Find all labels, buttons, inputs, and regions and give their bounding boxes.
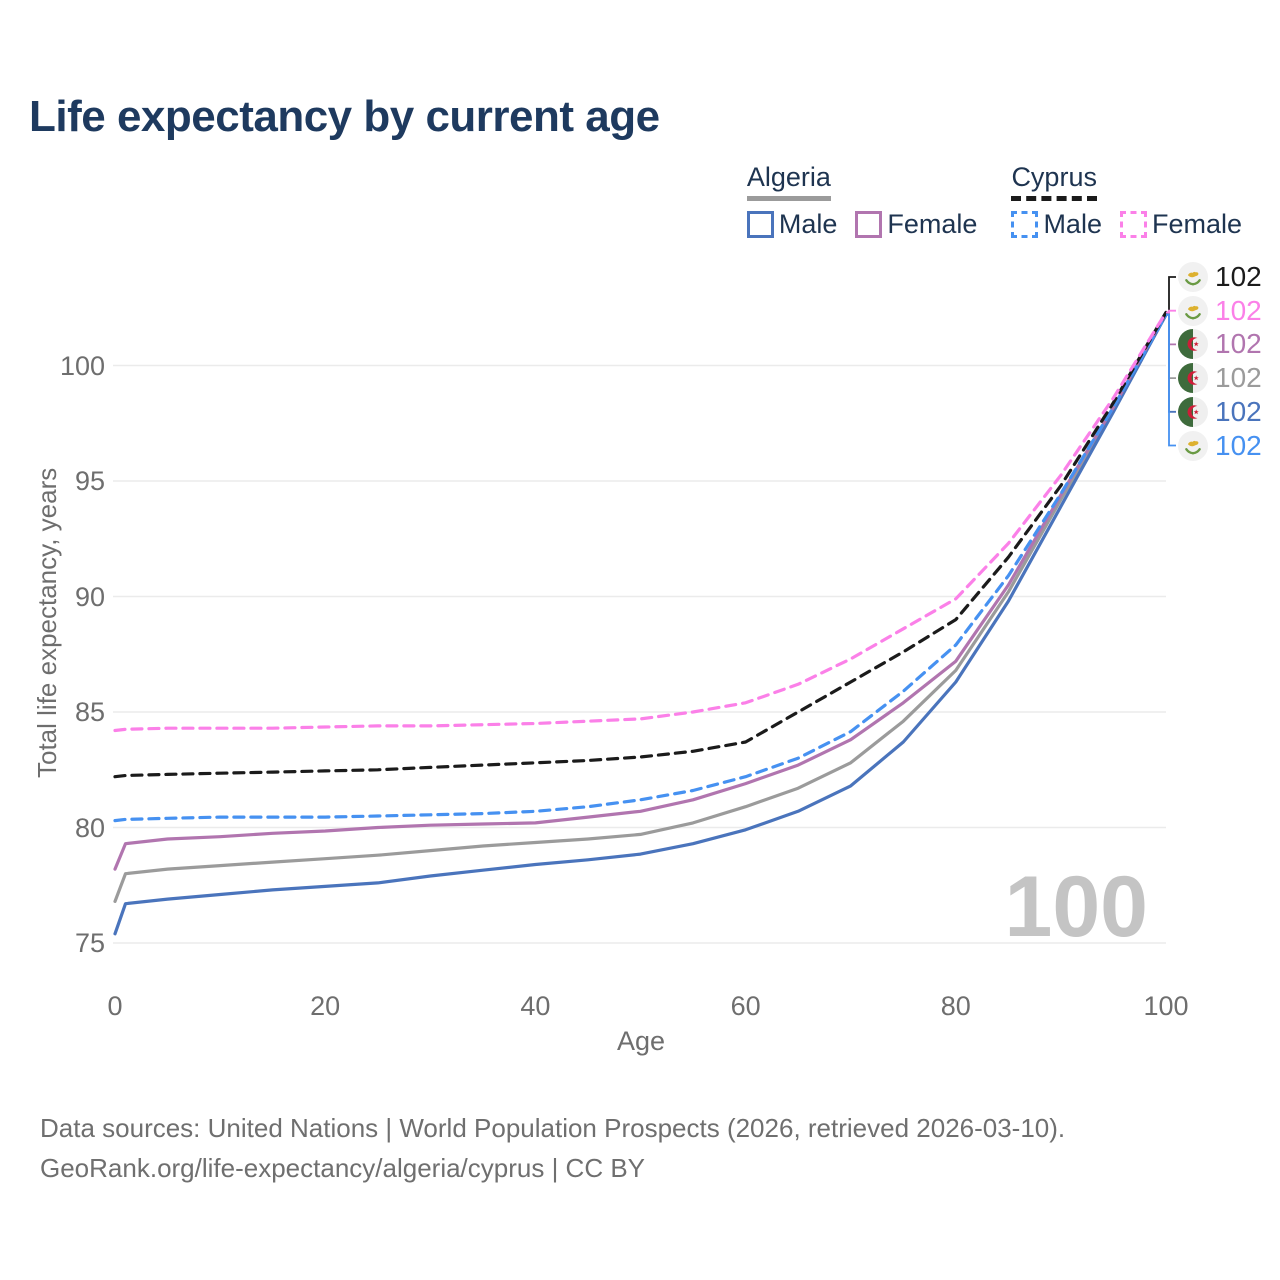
legend-item-label: Male [1043, 208, 1102, 239]
end-label-cyprus-total: 102 [1178, 261, 1262, 293]
series-line-cyprus-female[interactable] [113, 310, 1168, 733]
algeria-flag-icon [1178, 397, 1208, 427]
end-label-algeria-total: 102 [1178, 362, 1262, 394]
algeria-flag-icon [1178, 363, 1208, 393]
end-label-value: 102 [1215, 261, 1262, 292]
legend-group-cyprus: Cyprus Male Female [1011, 162, 1242, 240]
legend-item-label: Female [1151, 208, 1242, 239]
end-label-value: 102 [1215, 429, 1262, 461]
legend-item-cyprus-female[interactable]: Female [1119, 208, 1242, 240]
chart-footer: Data sources: United Nations | World Pop… [40, 1108, 1065, 1189]
end-label-connector-algeria-total [1166, 313, 1176, 380]
legend-item-label: Female [887, 208, 978, 239]
x-tick-40: 40 [520, 991, 551, 1021]
end-label-value: 102 [1215, 328, 1262, 360]
cyprus-flag-icon [1178, 262, 1208, 292]
x-tick-100: 100 [1143, 991, 1189, 1021]
legend-country-label[interactable]: Cyprus [1011, 162, 1097, 192]
end-label-cyprus-female: 102 [1178, 295, 1262, 327]
data-sources-note: Data sources: United Nations | World Pop… [40, 1113, 1066, 1143]
end-label-algeria-male: 102 [1178, 396, 1262, 428]
series-line-algeria-total[interactable] [113, 313, 1168, 904]
legend-swatch [855, 210, 883, 238]
legend-item-cyprus-male[interactable]: Male [1011, 209, 1102, 240]
x-tick-80: 80 [940, 991, 971, 1021]
age-counter-watermark: 100 [1004, 859, 1149, 955]
y-tick-75: 75 [74, 928, 105, 958]
series-line-algeria-male[interactable] [113, 313, 1168, 936]
attribution-note: GeoRank.org/life-expectancy/algeria/cypr… [40, 1153, 646, 1184]
x-tick-0: 0 [107, 991, 123, 1021]
legend-swatch [746, 210, 774, 238]
y-tick-100: 100 [59, 350, 105, 381]
algeria-flag-icon [1178, 329, 1208, 359]
legend-country-label[interactable]: Algeria [746, 162, 831, 192]
chart-title: Life expectancy by current age [29, 92, 660, 141]
end-label-connector-algeria-female [1166, 311, 1176, 346]
end-label-value: 102 [1215, 395, 1262, 427]
end-label-cyprus-male: 102 [1178, 430, 1262, 462]
y-tick-95: 95 [74, 466, 105, 496]
legend-item-algeria-male[interactable]: Male [746, 208, 838, 240]
x-axis-title: Age [616, 1026, 666, 1056]
series-line-cyprus-male[interactable] [113, 313, 1168, 823]
end-label-value: 102 [1215, 362, 1262, 394]
end-label-value: 102 [1215, 294, 1262, 326]
y-tick-85: 85 [74, 697, 105, 727]
legend-country-underline [746, 195, 831, 201]
cyprus-flag-icon [1178, 431, 1208, 461]
series-line-cyprus-total[interactable] [113, 310, 1168, 779]
y-tick-90: 90 [74, 581, 105, 612]
end-label-connector-cyprus-female [1166, 309, 1176, 314]
legend-group-algeria: Algeria Male Female [746, 162, 977, 240]
end-label-connector-cyprus-male [1166, 313, 1176, 447]
legend-item-label: Male [778, 208, 838, 239]
end-label-connector-algeria-male [1166, 313, 1176, 413]
cyprus-flag-icon [1178, 296, 1208, 326]
x-tick-20: 20 [310, 991, 341, 1021]
y-axis-title: Total life expectancy, years [32, 467, 62, 778]
end-label-algeria-female: 102 [1178, 328, 1262, 360]
legend-swatch [1011, 210, 1039, 238]
legend: Algeria Male Female Cyprus Male Female [746, 162, 1242, 240]
x-tick-60: 60 [730, 991, 761, 1021]
series-line-algeria-female[interactable] [113, 310, 1168, 871]
end-label-connector-cyprus-total [1166, 276, 1176, 314]
y-tick-80: 80 [74, 812, 105, 843]
legend-item-algeria-female[interactable]: Female [855, 209, 977, 240]
legend-country-underline [1011, 195, 1097, 201]
legend-swatch [1119, 210, 1147, 238]
